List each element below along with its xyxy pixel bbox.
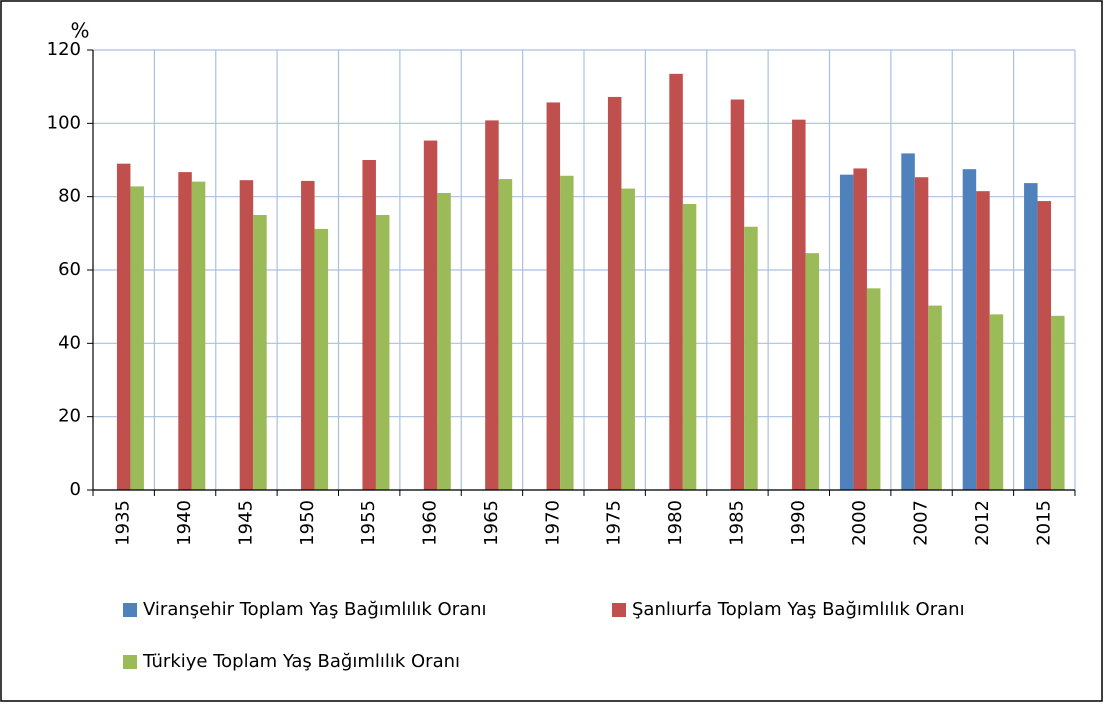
bar [1051,315,1065,490]
bar [560,175,574,490]
legend-label: Türkiye Toplam Yaş Bağımlılık Oranı [142,651,460,672]
bar [1037,201,1052,491]
x-tick-label: 1960 [420,500,441,546]
bar [853,168,867,490]
bar [178,172,192,490]
bar [607,96,622,490]
bar [362,160,376,490]
x-tick-label: 2012 [972,500,993,546]
bar [546,102,561,490]
bar [314,228,329,490]
y-tick-label: 20 [58,406,81,427]
legend-swatch [123,655,137,669]
bar [962,169,977,490]
x-tick-label: 1975 [604,500,625,546]
legend-swatch [123,603,137,617]
bar [928,305,942,490]
y-tick-label: 0 [70,479,81,500]
x-tick-label: 1980 [665,500,686,546]
bar [621,188,635,490]
bar [792,119,806,491]
y-tick-label: 100 [47,112,81,133]
x-tick-label: 1950 [297,500,318,546]
y-tick-label: 80 [58,186,81,207]
x-tick-label: 1985 [726,500,747,546]
bar [669,73,683,490]
bar [901,153,915,490]
bar [682,204,697,490]
bar [730,99,745,490]
y-tick-label: 120 [47,39,81,60]
bar [839,174,854,490]
y-tick-label: 40 [58,332,81,353]
y-tick-label: 60 [58,259,81,280]
bar [239,180,254,490]
bar [989,314,1004,490]
x-tick-label: 1965 [481,500,502,546]
bar [130,186,144,490]
x-tick-label: 2000 [849,500,870,546]
bar [423,140,438,491]
bar [498,179,513,491]
x-tick-label: 1955 [358,500,379,546]
bar [253,215,267,490]
x-tick-label: 1940 [174,500,195,546]
legend-label: Şanlıurfa Toplam Yaş Bağımlılık Oranı [632,599,965,620]
bar [191,181,206,490]
bar [437,193,451,490]
x-tick-label: 1935 [113,500,134,546]
legend-swatch [612,603,626,617]
y-axis-label: % [70,19,89,43]
bar [976,191,990,490]
bar [914,177,929,490]
x-tick-label: 2007 [911,500,932,546]
bar [485,120,499,491]
bar [744,226,758,490]
x-tick-label: 1945 [235,500,256,546]
bar [805,253,820,490]
legend-label: Viranşehir Toplam Yaş Bağımlılık Oranı [143,599,487,620]
bar [116,163,131,490]
bar [1024,183,1038,490]
x-tick-label: 1990 [788,500,809,546]
x-tick-label: 1970 [542,500,563,546]
bar [301,180,315,490]
bar [866,288,881,490]
bar [375,215,390,490]
x-tick-label: 2015 [1033,500,1054,546]
